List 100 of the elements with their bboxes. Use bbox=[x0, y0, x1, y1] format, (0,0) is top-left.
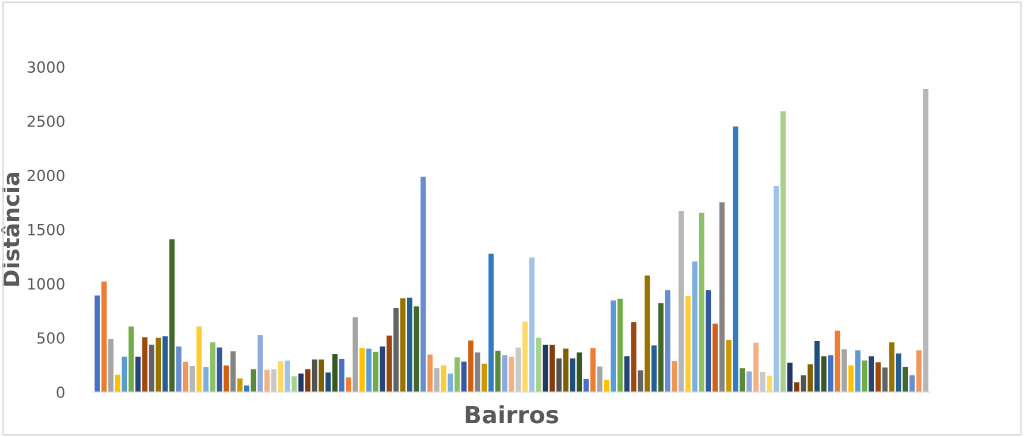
bar bbox=[196, 326, 202, 392]
bar bbox=[128, 326, 134, 392]
bar bbox=[142, 337, 148, 392]
bar bbox=[121, 356, 128, 392]
bar bbox=[230, 351, 236, 392]
bar bbox=[182, 361, 189, 392]
bar bbox=[434, 368, 440, 392]
bar bbox=[291, 376, 297, 392]
bar bbox=[237, 378, 243, 392]
bar bbox=[671, 361, 678, 392]
bar bbox=[631, 322, 637, 392]
bar bbox=[318, 359, 324, 392]
bar bbox=[339, 358, 345, 392]
bar bbox=[685, 296, 691, 392]
bar bbox=[807, 364, 813, 392]
y-axis-title: Distância bbox=[1, 172, 20, 286]
bar bbox=[305, 369, 311, 392]
bar bbox=[549, 344, 555, 392]
bar bbox=[108, 338, 114, 392]
bar bbox=[210, 342, 216, 392]
bar bbox=[569, 358, 576, 392]
bar bbox=[352, 317, 358, 392]
bar bbox=[271, 369, 277, 392]
bar bbox=[787, 362, 793, 392]
bar bbox=[902, 367, 908, 392]
bar bbox=[148, 344, 155, 392]
bar bbox=[617, 298, 623, 392]
bar bbox=[406, 297, 413, 392]
bar bbox=[332, 354, 338, 392]
bar bbox=[386, 335, 392, 392]
bar bbox=[834, 330, 841, 392]
bar bbox=[705, 290, 712, 392]
bar bbox=[488, 253, 494, 392]
y-tick-label: 1000 bbox=[28, 278, 65, 290]
y-tick-label: 3000 bbox=[27, 61, 65, 73]
bar bbox=[345, 377, 352, 392]
bar bbox=[373, 351, 379, 392]
bar bbox=[325, 372, 331, 392]
bar bbox=[454, 357, 460, 392]
bar bbox=[658, 303, 664, 392]
bar bbox=[94, 295, 100, 392]
bar bbox=[875, 362, 881, 392]
bar bbox=[576, 352, 583, 392]
bar bbox=[698, 212, 705, 392]
bar bbox=[529, 257, 535, 392]
bar bbox=[665, 290, 671, 392]
bar bbox=[169, 239, 175, 392]
bar bbox=[746, 371, 752, 392]
bar bbox=[264, 369, 270, 392]
bar bbox=[298, 373, 304, 392]
bar bbox=[542, 344, 549, 392]
y-tick-label: 2000 bbox=[27, 169, 65, 182]
bar bbox=[868, 356, 875, 392]
bar bbox=[909, 375, 915, 392]
bar bbox=[515, 347, 521, 392]
bar bbox=[440, 365, 447, 392]
bar bbox=[155, 337, 162, 392]
bar bbox=[522, 321, 528, 392]
bar bbox=[481, 363, 487, 392]
bar bbox=[692, 261, 698, 392]
bar bbox=[739, 368, 746, 392]
bar bbox=[861, 360, 868, 392]
bar bbox=[101, 281, 107, 392]
bar bbox=[379, 346, 386, 392]
bar bbox=[719, 202, 725, 392]
bar bbox=[895, 353, 902, 392]
bar bbox=[413, 306, 420, 392]
bar bbox=[712, 323, 718, 392]
bar bbox=[420, 176, 426, 392]
x-axis-title: Bairros bbox=[465, 405, 559, 424]
bar bbox=[556, 358, 562, 392]
bar bbox=[760, 371, 766, 392]
bar bbox=[400, 298, 406, 392]
bar bbox=[461, 361, 467, 392]
bar bbox=[732, 126, 739, 392]
bar bbox=[821, 356, 827, 392]
bar bbox=[250, 369, 257, 392]
bar bbox=[644, 275, 650, 392]
bar bbox=[277, 361, 284, 392]
bar bbox=[916, 350, 922, 392]
y-tick-label: 2500 bbox=[27, 115, 65, 128]
bar bbox=[753, 342, 759, 392]
bar bbox=[855, 350, 861, 392]
bar bbox=[502, 355, 508, 392]
bar bbox=[495, 350, 501, 392]
bar bbox=[216, 347, 223, 392]
bar bbox=[624, 356, 630, 392]
bar bbox=[637, 370, 644, 392]
bar bbox=[203, 367, 209, 392]
bar bbox=[176, 346, 182, 392]
bar bbox=[882, 367, 888, 392]
bar bbox=[427, 354, 433, 392]
bar bbox=[474, 352, 481, 392]
bar bbox=[135, 356, 141, 392]
bar bbox=[726, 339, 732, 392]
bar bbox=[889, 342, 895, 392]
bar bbox=[311, 359, 318, 392]
bar bbox=[257, 335, 263, 392]
bar bbox=[590, 348, 596, 392]
y-tick-label: 0 bbox=[56, 386, 65, 399]
